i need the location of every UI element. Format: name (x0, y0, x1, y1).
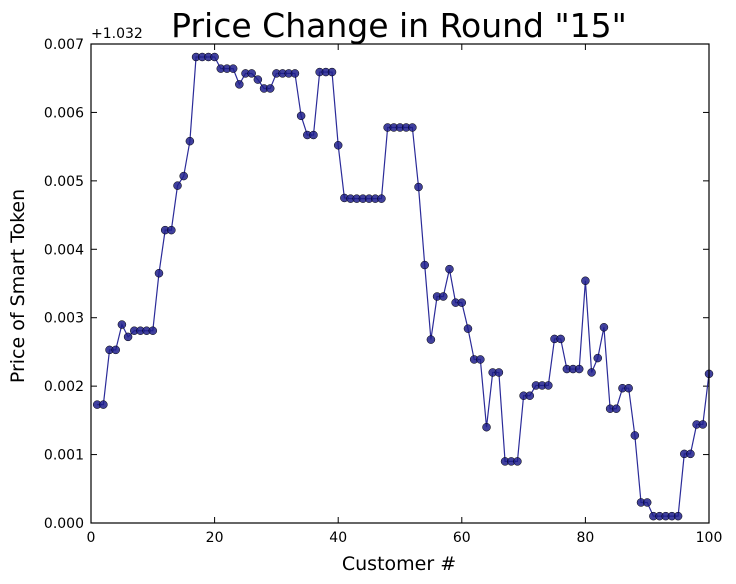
data-point (698, 420, 708, 429)
data-point (185, 136, 195, 146)
x-tick-label: 0 (87, 530, 96, 546)
data-point (111, 345, 120, 355)
plot-frame (90, 43, 710, 524)
x-tick-label: 60 (453, 530, 471, 546)
y-tick-label: 0.005 (44, 174, 84, 190)
y-tick-label: 0.000 (44, 516, 84, 532)
y-tick-label: 0.004 (44, 242, 84, 258)
data-point (327, 67, 337, 77)
data-point (296, 111, 306, 121)
x-axis-title: Customer # (342, 553, 456, 575)
data-point (167, 225, 176, 235)
data-point (377, 194, 386, 203)
data-point (179, 171, 188, 181)
data-point (581, 276, 590, 286)
data-point (99, 400, 108, 409)
data-point (593, 353, 603, 363)
data-point (574, 364, 584, 374)
data-point (642, 498, 652, 507)
data-point (544, 381, 553, 390)
y-tick-label: 0.006 (44, 105, 84, 121)
data-point (228, 64, 238, 73)
data-point (173, 181, 182, 190)
data-point (117, 320, 127, 329)
data-point (426, 335, 436, 344)
data-point (445, 264, 454, 274)
x-tick-label: 40 (329, 530, 347, 546)
y-tick-label: 0.003 (44, 311, 84, 327)
data-point (154, 268, 164, 278)
x-tick-label: 100 (696, 530, 723, 546)
data-point (333, 141, 343, 150)
data-point (210, 52, 219, 62)
data-point (265, 84, 275, 93)
data-point (673, 511, 683, 521)
x-tick-label: 20 (206, 530, 224, 546)
y-offset-label: +1.032 (91, 26, 143, 42)
data-point (123, 332, 133, 342)
x-tick-label: 80 (576, 530, 594, 546)
data-point (525, 391, 535, 400)
data-point (247, 69, 256, 78)
data-point (476, 355, 485, 364)
data-point (463, 324, 473, 333)
y-tick-label: 0.002 (44, 379, 84, 395)
data-point (612, 404, 621, 413)
data-point (457, 298, 467, 307)
data-point (599, 323, 609, 332)
data-point (408, 123, 417, 132)
data-point (148, 326, 158, 335)
data-point (290, 69, 300, 78)
data-point (414, 182, 423, 192)
plot-area: 0 20 40 60 80 100 0.000 0.001 0.002 0.003 0.004 0.0… (44, 37, 722, 546)
data-point (630, 431, 640, 440)
data-point (686, 449, 695, 459)
y-axis-title: Price of Smart Token (7, 189, 29, 383)
data-point (253, 75, 263, 84)
data-point (587, 368, 596, 377)
y-tick-label: 0.007 (44, 37, 84, 53)
data-point (624, 383, 633, 393)
data-point (235, 80, 244, 89)
data-point (309, 130, 318, 140)
y-tick-label: 0.001 (44, 448, 84, 464)
data-point (439, 292, 448, 301)
chart-title: Price Change in Round "15" (171, 6, 627, 45)
data-point (482, 422, 491, 432)
data-point (494, 368, 504, 377)
data-point (513, 457, 522, 466)
data-point (556, 334, 565, 344)
data-point (420, 260, 429, 270)
